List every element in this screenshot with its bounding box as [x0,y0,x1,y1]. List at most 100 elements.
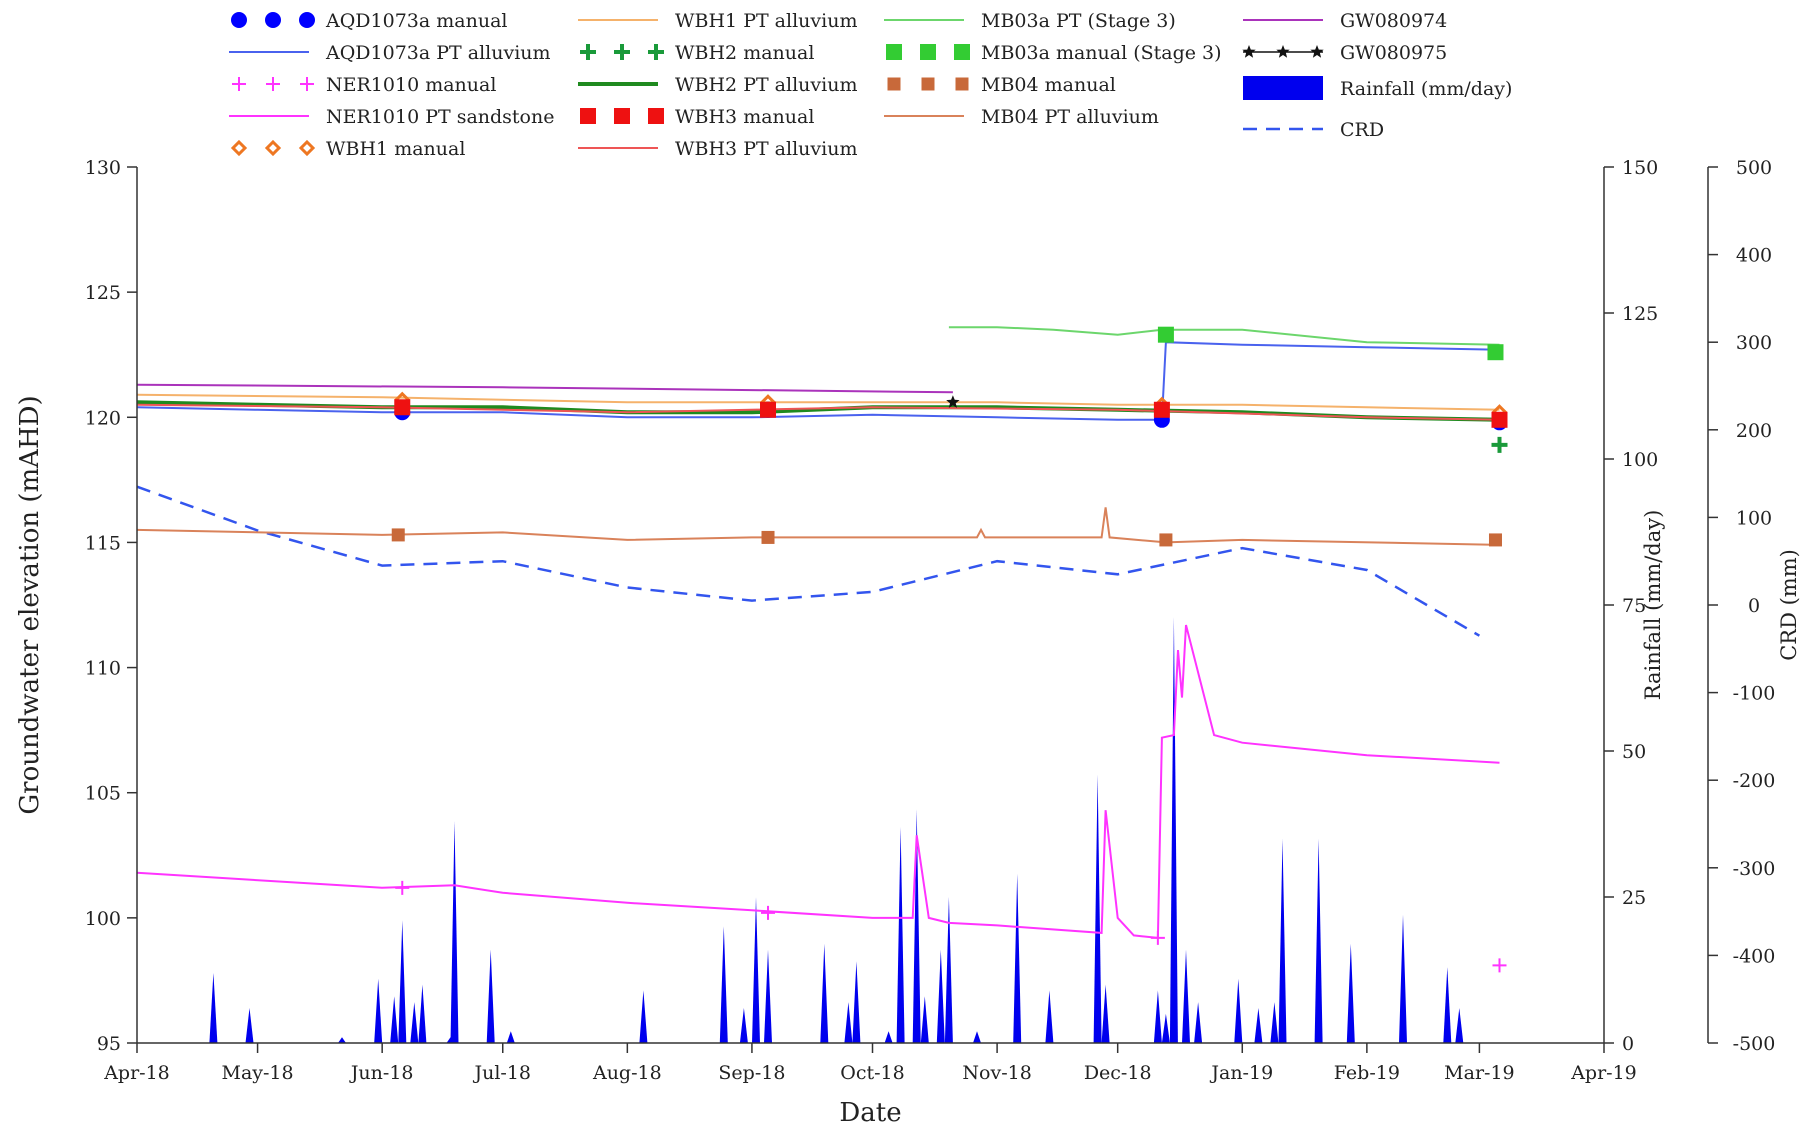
legend-item-wbh1-manual: WBH1 manual [230,138,465,160]
rainfall-bar [1346,943,1355,1043]
legend-label: GW080975 [1340,42,1447,64]
wbh3-manual-point [394,399,411,416]
ner1010-manual-point [1492,958,1507,973]
mb03a-manual-stage-3-point [1157,326,1174,343]
rainfall-bar [944,897,953,1043]
legend-marker [299,12,315,28]
plot-area [136,326,1508,1043]
x-tick-label: Jun-18 [349,1062,414,1084]
legend-label: NER1010 manual [326,74,496,96]
rainfall-tick-label: 150 [1622,157,1658,179]
x-tick-label: Jan-19 [1209,1062,1273,1084]
y-axis-title: Groundwater elevation (mAHD) [15,395,45,814]
rainfall-bar [1270,1002,1279,1043]
axes: 95 100 105 110 115 120 125 130 0 25 50 75 100 125 150 -… [85,157,1776,1084]
gw080975-markers [946,395,960,408]
crd-tick-label: -300 [1733,858,1776,880]
wbh3-manual-point [1153,401,1170,418]
rainfall-bar [920,996,929,1043]
x-tick-label: Dec-18 [1084,1062,1152,1084]
rainfall-bar [506,1031,515,1043]
legend-item-crd: CRD [1243,119,1384,141]
legend-marker [920,44,936,60]
rainfall-bar [1101,984,1110,1043]
mb04-manual-point [391,528,405,542]
mb04-manual-markers [391,528,1502,547]
crd-tick-label: 500 [1736,157,1772,179]
legend-label: AQD1073a PT alluvium [325,42,551,64]
legend-marker [298,139,316,157]
legend-item-wbh2-manual: WBH2 manual [580,42,814,64]
y-tick-label: 115 [85,532,121,554]
crd-tick-label: 100 [1736,507,1772,529]
y-tick-label: 120 [85,407,121,429]
legend-marker [648,44,664,60]
rainfall-bar [1153,990,1162,1043]
legend-label: WBH3 PT alluvium [675,138,857,160]
rainfall-bar [1182,949,1190,1043]
rainfall-axis-title: Rainfall (mm/day) [1641,510,1665,701]
rainfall-bar [973,1031,981,1043]
legend-item-mb04-pt-alluvium: MB04 PT alluvium [884,106,1159,128]
gw080975-point [946,395,960,408]
x-tick-label: Jul-18 [472,1062,531,1084]
gw080974-line [136,383,953,394]
crd-tick-label: -400 [1733,945,1776,967]
rainfall-bar [398,920,407,1043]
crd-tick-label: -500 [1733,1033,1776,1055]
legend-marker [955,77,969,91]
rainfall-bar [912,809,921,1043]
legend-label: WBH1 PT alluvium [675,10,857,32]
rainfall-bar [896,826,905,1043]
rainfall-bar [764,949,772,1043]
rainfall-tick-label: 25 [1622,887,1646,909]
mb04-manual-point [761,530,775,544]
legend-marker [230,139,248,157]
rainfall-bar [739,1008,748,1043]
legend-marker [232,77,246,91]
legend-marker [614,44,630,60]
x-tick-label: Feb-19 [1334,1062,1400,1084]
legend-item-aqd1073a-manual: AQD1073a manual [231,10,507,32]
rainfall-area [209,616,1464,1043]
crd-axis-title: CRD (mm) [1777,549,1801,661]
rainfall-tick-label: 50 [1622,741,1646,763]
rainfall-bar [1194,1002,1203,1043]
legend-marker [1310,45,1324,58]
legend-item-ner1010-manual: NER1010 manual [232,74,496,96]
rainfall-bar [1234,978,1243,1043]
rainfall-bar [936,949,945,1043]
x-tick-label: May-18 [222,1062,294,1084]
crd-tick-label: 200 [1736,420,1772,442]
legend-marker [921,77,935,91]
rainfall-bar [639,990,648,1043]
rainfall-bar [1399,914,1407,1043]
rainfall-bar [410,1002,419,1043]
rainfall-bar [719,926,728,1043]
rainfall-bar [752,897,760,1043]
wbh3-manual-markers [394,399,1508,428]
legend-marker [265,12,281,28]
legend-label: NER1010 PT sandstone [326,106,554,128]
x-tick-label: Oct-18 [840,1062,904,1084]
wbh3-pt-alluvium-line [136,403,1500,421]
crd-tick-label: 300 [1736,332,1772,354]
legend-label: MB03a manual (Stage 3) [981,42,1222,64]
legend-label: Rainfall (mm/day) [1340,78,1512,100]
rainfall-bar [844,1002,853,1043]
y-tick-label: 125 [85,282,121,304]
rainfall-tick-label: 100 [1622,449,1658,471]
legend-label: AQD1073a manual [325,10,507,32]
wbh2-manual-markers [1491,436,1508,453]
legend-marker [300,77,314,91]
rainfall-bar [450,821,459,1043]
crd-tick-label: -200 [1733,770,1776,792]
ner1010-manual-markers [395,880,1507,973]
legend-label: GW080974 [1340,10,1447,32]
mb03a-pt-stage-3-line [948,326,1500,346]
mb04-manual-point [1488,533,1502,547]
rainfall-bar [1169,616,1178,1043]
legend-swatch [1243,76,1323,100]
legend-item-mb03a-manual-stage-3: MB03a manual (Stage 3) [886,42,1222,64]
